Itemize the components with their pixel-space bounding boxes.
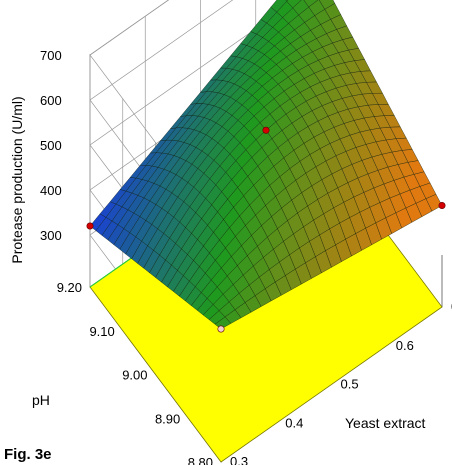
design-points [86, 126, 446, 333]
surface-patch [285, 0, 289, 2]
z-tick-label: 600 [40, 93, 62, 108]
y-tick-label: 9.10 [89, 324, 114, 339]
z-tick-label: 300 [40, 228, 62, 243]
z-tick-label: 500 [40, 138, 62, 153]
response-surface [89, 0, 443, 330]
x-tick-label: 0.4 [285, 415, 303, 430]
z-tick-label: 400 [40, 183, 62, 198]
y-tick-label: 8.80 [188, 455, 213, 465]
design-point [438, 202, 446, 210]
design-point [262, 126, 270, 134]
x-tick-label: 0.5 [341, 377, 359, 392]
x-tick-label: 0.3 [230, 454, 248, 465]
x-tick-label: 0.6 [396, 338, 414, 353]
surface-patch [425, 194, 443, 212]
y-tick-label: 9.00 [122, 368, 147, 383]
tick-labels: 300 400 500 600 700 8.80 8.90 9.00 9.10 9.20 0.3 0.… [40, 48, 452, 465]
design-point [86, 222, 94, 230]
x-axis-title: Yeast extract [345, 415, 426, 431]
y-tick-label: 8.90 [155, 411, 180, 426]
figure-label: Fig. 3e [4, 446, 52, 463]
y-axis-title: pH [32, 392, 50, 408]
y-tick-label: 9.20 [57, 280, 82, 295]
z-axis-title: Protease production (U/ml) [9, 96, 25, 263]
design-point [217, 325, 225, 333]
z-tick-label: 700 [40, 48, 62, 63]
